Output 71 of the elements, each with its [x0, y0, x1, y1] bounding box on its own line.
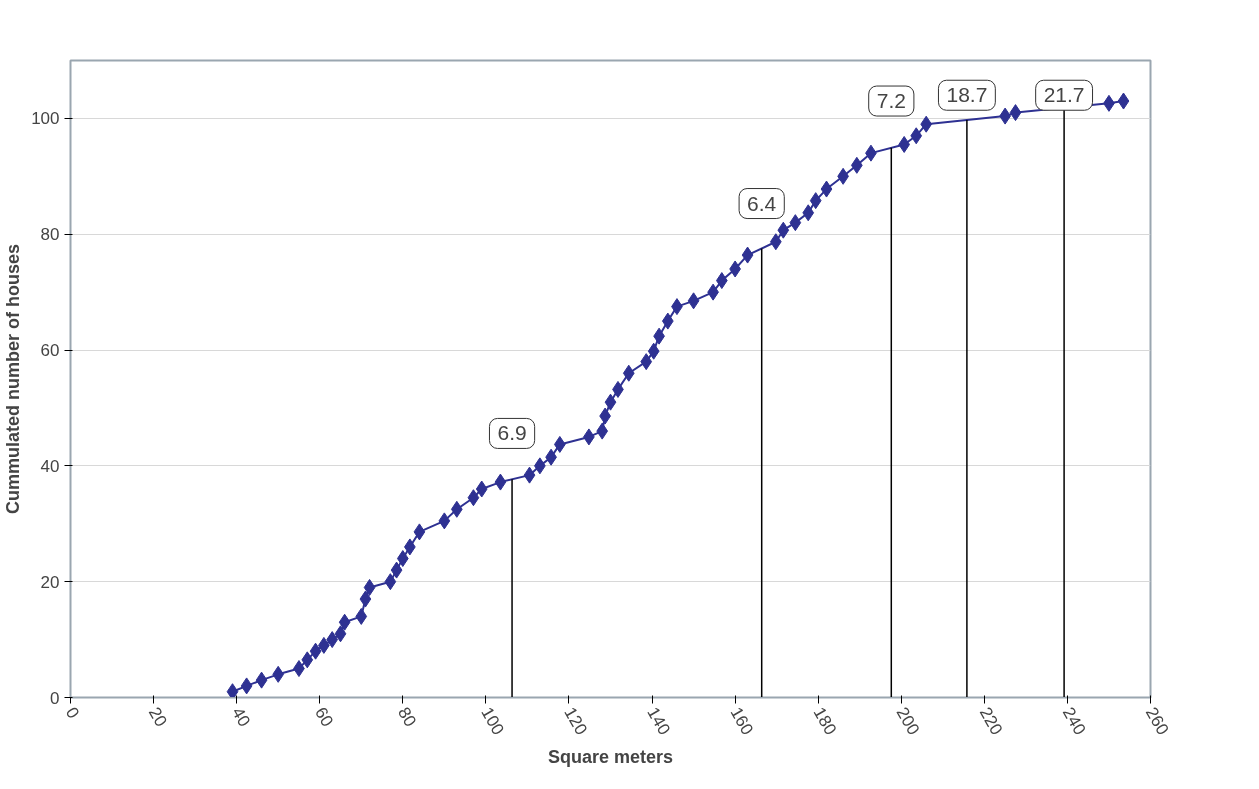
x-tick-label: 240: [1058, 704, 1090, 739]
annotation: 6.4: [747, 191, 777, 215]
point: [390, 561, 403, 579]
annotation: 21.7: [1043, 83, 1085, 107]
y-tick-label: 60: [40, 341, 60, 361]
x-tick-label: 160: [726, 704, 758, 739]
point: [802, 204, 815, 222]
point: [523, 466, 536, 484]
x-tick-label: 80: [394, 704, 421, 730]
point: [640, 353, 653, 371]
y-tick-label: 0: [50, 688, 60, 708]
y-axis-title: Cummulated number of houses: [3, 243, 24, 515]
point: [596, 422, 609, 440]
x-tick-label: 20: [144, 704, 171, 730]
point: [363, 578, 376, 596]
point: [809, 192, 822, 210]
point: [338, 613, 351, 631]
x-tick-label: 120: [560, 704, 591, 739]
point: [240, 677, 253, 695]
point: [384, 573, 397, 591]
point: [326, 631, 339, 649]
annotation: 6.9: [497, 421, 527, 445]
x-tick-label: 60: [311, 704, 337, 730]
point: [850, 156, 863, 174]
point: [413, 523, 426, 541]
x-tick-label: 100: [477, 704, 508, 739]
point: [334, 625, 347, 643]
point: [494, 473, 507, 491]
y-tick-label: 100: [31, 109, 60, 129]
point: [1117, 92, 1130, 110]
x-tick-label: 0: [61, 704, 84, 722]
point: [910, 127, 923, 145]
point: [396, 550, 409, 568]
point: [789, 214, 802, 232]
point: [255, 671, 268, 689]
x-tick-label: 260: [1141, 704, 1173, 739]
point: [647, 342, 660, 360]
y-tick-label: 80: [40, 225, 60, 245]
x-tick-label: 200: [892, 704, 924, 739]
point: [467, 489, 480, 507]
point: [920, 115, 933, 133]
point: [622, 364, 635, 382]
point: [553, 435, 566, 453]
point: [359, 590, 372, 608]
x-tick-label: 180: [809, 704, 841, 739]
x-tick-label: 40: [227, 704, 254, 730]
point: [604, 393, 617, 411]
point: [475, 480, 488, 498]
y-tick-label: 40: [40, 456, 60, 476]
x-axis-title: Square meters: [547, 747, 674, 768]
annotation: 7.2: [876, 89, 906, 113]
point: [301, 651, 314, 669]
annotation: 18.7: [946, 83, 988, 107]
point: [741, 246, 754, 264]
x-tick-label: 220: [975, 704, 1007, 739]
point: [687, 292, 700, 310]
point: [450, 500, 463, 518]
point: [769, 233, 782, 251]
x-tick-label: 140: [643, 704, 674, 739]
point: [272, 665, 285, 683]
y-tick-label: 20: [40, 572, 60, 592]
point: [438, 512, 451, 530]
point: [226, 683, 239, 698]
point: [1009, 104, 1022, 122]
point: [820, 180, 833, 198]
point: [661, 312, 674, 330]
point: [355, 607, 368, 625]
point: [898, 135, 911, 153]
point: [309, 642, 322, 660]
point: [777, 221, 790, 239]
point: [715, 272, 728, 290]
